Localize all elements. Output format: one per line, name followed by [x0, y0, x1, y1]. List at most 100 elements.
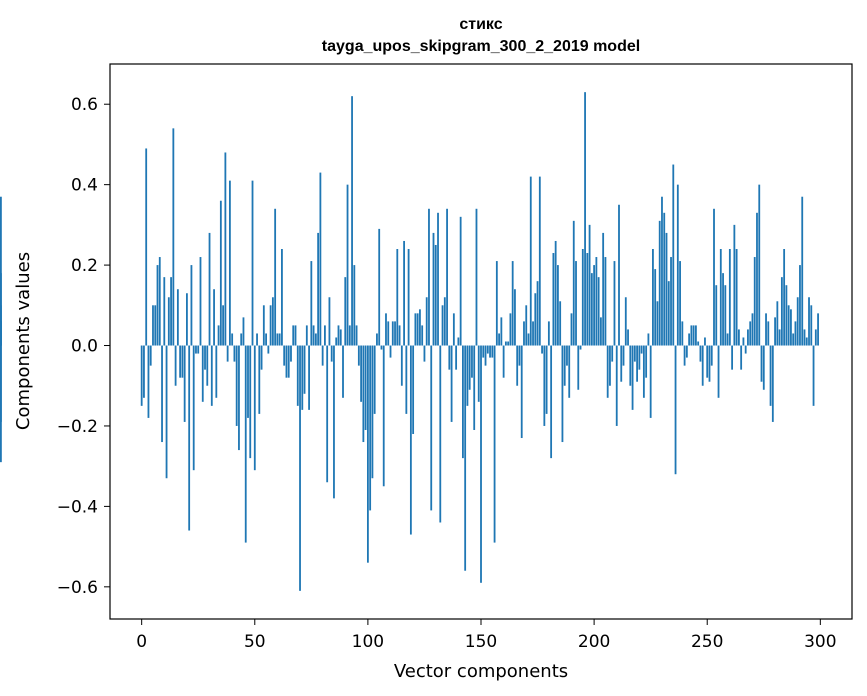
- bar: [717, 345, 720, 398]
- y-tick-label: 0.2: [71, 256, 98, 276]
- bar: [615, 345, 618, 426]
- bar: [170, 277, 172, 346]
- bar: [339, 329, 342, 346]
- bar: [638, 345, 641, 370]
- bar: [376, 333, 378, 346]
- bar: [0, 345, 2, 463]
- bar: [256, 333, 258, 346]
- bar: [240, 333, 243, 346]
- x-axis-label: Vector components: [394, 661, 568, 682]
- bar: [715, 285, 718, 346]
- bar: [783, 249, 786, 346]
- bar: [667, 281, 670, 346]
- x-tick-label: 300: [804, 632, 836, 652]
- bar: [219, 200, 222, 346]
- bar: [210, 345, 213, 406]
- bar: [726, 333, 729, 346]
- bar: [305, 325, 308, 346]
- bar: [337, 325, 340, 346]
- bar: [414, 313, 417, 346]
- bar: [208, 232, 211, 346]
- bar: [611, 345, 614, 362]
- bar: [344, 277, 347, 346]
- bar: [520, 345, 523, 439]
- bar: [679, 261, 681, 346]
- bar: [473, 345, 476, 430]
- bar: [183, 345, 186, 422]
- bar: [572, 220, 575, 346]
- bar: [541, 345, 543, 354]
- bar: [692, 325, 695, 346]
- bar: [674, 345, 677, 475]
- bar: [642, 345, 645, 398]
- bar: [267, 345, 270, 354]
- bar: [516, 345, 519, 386]
- bar: [627, 329, 629, 346]
- y-axis-ticks: −0.6 −0.4 −0.2 0.0 0.2 0.4 0.6: [57, 95, 110, 598]
- bar: [366, 345, 369, 563]
- bar: [278, 333, 281, 346]
- bar: [156, 265, 159, 346]
- bar: [613, 261, 616, 346]
- bar: [294, 325, 297, 346]
- bar: [400, 345, 403, 386]
- bar: [595, 257, 598, 346]
- bar: [353, 265, 356, 346]
- bar: [511, 261, 514, 346]
- bar: [149, 345, 152, 366]
- bar: [258, 345, 261, 414]
- bar: [321, 345, 324, 366]
- bar: [281, 249, 283, 346]
- bar: [751, 313, 754, 346]
- bar: [301, 345, 304, 410]
- bar: [396, 249, 399, 346]
- bar: [489, 345, 491, 358]
- bar: [357, 345, 360, 366]
- bar: [676, 184, 679, 346]
- bar: [484, 345, 487, 366]
- bar: [197, 345, 200, 354]
- bar: [378, 228, 381, 346]
- bar: [403, 240, 405, 346]
- bar: [672, 164, 675, 346]
- bar: [299, 345, 301, 591]
- y-tick-label: −0.6: [57, 578, 98, 598]
- bar: [195, 345, 197, 354]
- bar: [701, 345, 704, 386]
- bar: [328, 297, 331, 346]
- bar: [758, 184, 761, 346]
- bar: [543, 345, 546, 426]
- bar: [792, 333, 795, 346]
- bar: [0, 321, 2, 346]
- bar: [265, 333, 267, 346]
- bar: [163, 277, 166, 346]
- chart-subtitle: tayga_upos_skipgram_300_2_2019 model: [322, 38, 640, 55]
- bar: [140, 345, 143, 406]
- bar: [455, 345, 458, 370]
- bar: [206, 345, 209, 386]
- x-tick-label: 200: [578, 632, 610, 652]
- bar: [369, 345, 372, 511]
- bar: [457, 337, 460, 346]
- bar: [174, 345, 177, 386]
- bar: [561, 345, 564, 443]
- bar: [742, 337, 745, 346]
- bar: [423, 345, 426, 362]
- y-axis-label: Components values: [13, 252, 34, 430]
- bar: [249, 345, 252, 459]
- bar: [441, 305, 444, 346]
- bar: [602, 232, 605, 346]
- bar: [681, 321, 684, 346]
- bar: [713, 208, 715, 346]
- bar: [428, 208, 430, 346]
- bar: [780, 277, 783, 346]
- bar: [769, 345, 772, 406]
- bar: [647, 333, 650, 346]
- bar: [466, 345, 469, 406]
- bar: [471, 345, 473, 378]
- bar: [697, 341, 700, 346]
- bar: [604, 257, 607, 346]
- bar: [774, 317, 776, 346]
- bar: [432, 232, 435, 346]
- bar: [348, 325, 351, 346]
